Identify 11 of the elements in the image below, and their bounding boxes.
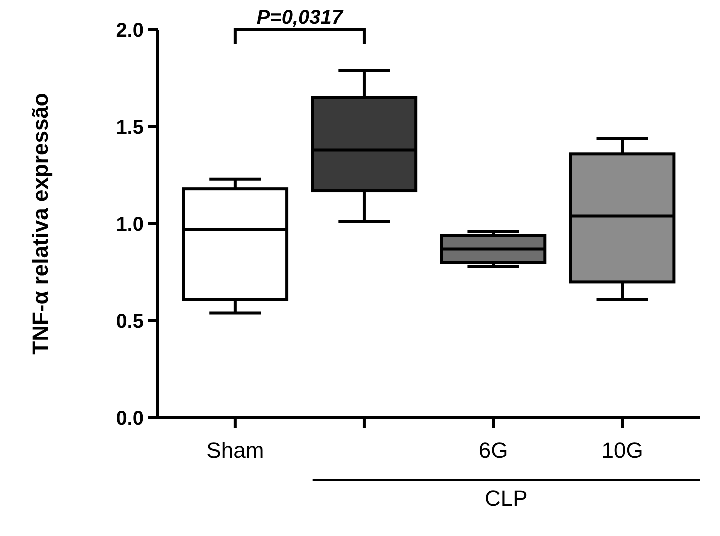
x-tick-label: Sham bbox=[206, 438, 264, 463]
x-tick-label: 6G bbox=[478, 438, 508, 463]
y-tick-label: 2.0 bbox=[116, 20, 144, 42]
y-tick-label: 0.0 bbox=[116, 408, 144, 430]
text: CLP bbox=[485, 486, 528, 511]
x-tick-label: 10G bbox=[602, 438, 644, 463]
y-axis-title: TNF-α relativa expressão bbox=[28, 93, 53, 355]
y-tick-label: 1.0 bbox=[116, 214, 144, 236]
text: P=0,0317 bbox=[256, 7, 344, 29]
y-tick-label: 0.5 bbox=[116, 311, 144, 333]
y-tick-label: 1.5 bbox=[116, 117, 144, 139]
